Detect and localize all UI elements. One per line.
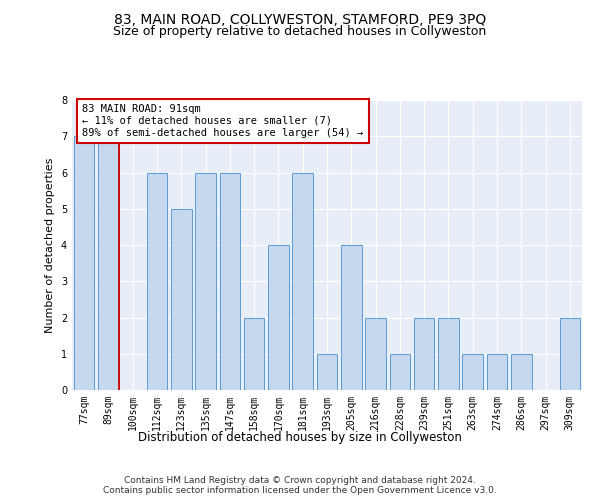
Text: 83, MAIN ROAD, COLLYWESTON, STAMFORD, PE9 3PQ: 83, MAIN ROAD, COLLYWESTON, STAMFORD, PE…: [114, 12, 486, 26]
Bar: [389, 354, 410, 390]
Bar: [171, 209, 191, 390]
Bar: [414, 318, 434, 390]
Bar: [74, 136, 94, 390]
Bar: [244, 318, 265, 390]
Bar: [365, 318, 386, 390]
Text: Contains HM Land Registry data © Crown copyright and database right 2024.
Contai: Contains HM Land Registry data © Crown c…: [103, 476, 497, 495]
Bar: [317, 354, 337, 390]
Y-axis label: Number of detached properties: Number of detached properties: [46, 158, 55, 332]
Bar: [463, 354, 483, 390]
Bar: [220, 172, 240, 390]
Bar: [438, 318, 459, 390]
Bar: [268, 245, 289, 390]
Bar: [560, 318, 580, 390]
Text: Distribution of detached houses by size in Collyweston: Distribution of detached houses by size …: [138, 431, 462, 444]
Text: Size of property relative to detached houses in Collyweston: Size of property relative to detached ho…: [113, 25, 487, 38]
Bar: [146, 172, 167, 390]
Bar: [487, 354, 508, 390]
Text: 83 MAIN ROAD: 91sqm
← 11% of detached houses are smaller (7)
89% of semi-detache: 83 MAIN ROAD: 91sqm ← 11% of detached ho…: [82, 104, 364, 138]
Bar: [511, 354, 532, 390]
Bar: [292, 172, 313, 390]
Bar: [195, 172, 216, 390]
Bar: [98, 136, 119, 390]
Bar: [341, 245, 362, 390]
